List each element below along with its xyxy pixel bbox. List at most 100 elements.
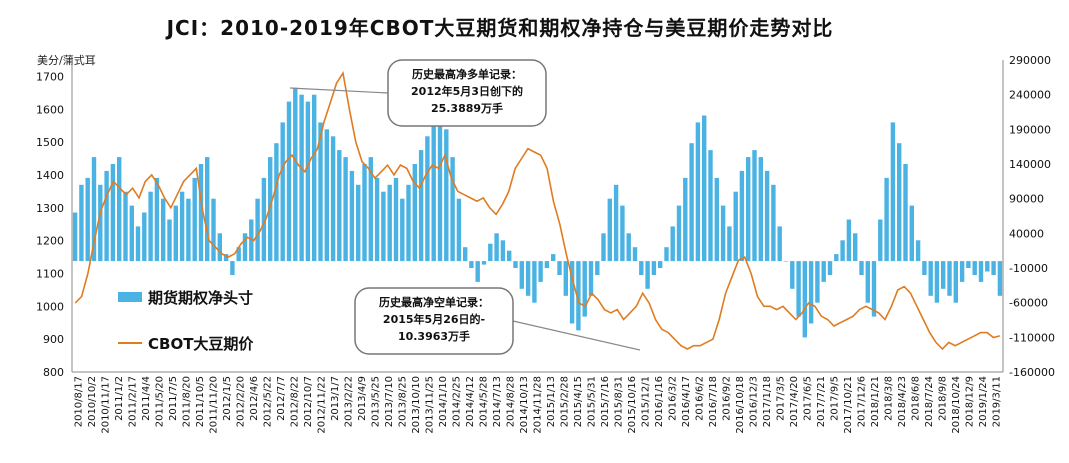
bar <box>299 94 304 262</box>
bar <box>544 261 550 268</box>
bar <box>211 198 216 262</box>
x-tick-label: 2017/9/5 <box>829 376 840 421</box>
bar <box>192 177 197 262</box>
legend-swatch-bars <box>118 292 142 302</box>
bar <box>639 261 644 275</box>
x-tick-label: 2018/9/8 <box>937 376 948 421</box>
x-tick-label: 2014/11/28 <box>533 376 544 434</box>
bar <box>815 261 820 303</box>
x-tick-label: 2010/11/17 <box>101 376 112 434</box>
bar <box>406 184 411 262</box>
y-left-tick-label: 1400 <box>36 169 64 182</box>
x-tick-label: 2013/5/25 <box>371 376 382 427</box>
bar <box>532 261 537 303</box>
bar <box>613 184 619 262</box>
bar <box>110 164 116 262</box>
x-tick-label: 2010/8/17 <box>74 376 85 427</box>
bar <box>142 212 147 261</box>
x-tick-label: 2012/7/7 <box>276 376 287 421</box>
x-tick-label: 2017/12/6 <box>856 376 867 427</box>
x-tick-label: 2013/8/25 <box>398 376 409 427</box>
bar <box>808 261 814 324</box>
bar <box>978 261 984 282</box>
bar <box>312 94 317 262</box>
y-right-tick-label: 290000 <box>1009 54 1051 67</box>
y-right-tick-label: 90000 <box>1009 193 1044 206</box>
callout-pointer <box>512 320 641 351</box>
bar <box>343 157 348 262</box>
bar <box>953 261 958 303</box>
x-tick-label: 2011/1/2 <box>114 376 125 421</box>
x-tick-label: 2017/4/20 <box>789 376 800 427</box>
bar <box>934 261 940 303</box>
y-left-tick-label: 1000 <box>36 300 64 313</box>
bar <box>374 177 380 262</box>
bar <box>733 191 738 261</box>
bar <box>249 219 254 262</box>
bar <box>255 198 260 262</box>
x-tick-label: 2018/7/24 <box>924 376 935 427</box>
legend-label-line: CBOT大豆期价 <box>148 335 254 353</box>
x-tick-label: 2017/6/5 <box>802 376 813 421</box>
x-tick-label: 2011/4/4 <box>141 376 152 421</box>
x-tick-label: 2013/11/25 <box>425 376 436 434</box>
bar <box>764 170 770 261</box>
bar <box>507 250 512 262</box>
bar <box>645 261 650 289</box>
bar <box>186 198 191 262</box>
bar <box>85 177 90 262</box>
y-right-tick-label: 240000 <box>1009 89 1051 102</box>
bar <box>588 261 594 296</box>
callout-box <box>387 59 547 127</box>
x-tick-label: 2013/1/7 <box>330 376 341 421</box>
x-tick-label: 2017/1/18 <box>762 376 773 427</box>
bar <box>330 136 336 262</box>
callout-text: 历史最高净多单记录： <box>412 67 522 81</box>
bar <box>205 157 210 262</box>
bar <box>903 164 908 262</box>
y-right-tick-label: 190000 <box>1009 123 1051 136</box>
x-tick-label: 2016/6/2 <box>694 376 705 421</box>
x-tick-label: 2016/7/18 <box>708 376 719 427</box>
x-tick-label: 2019/3/11 <box>991 376 1002 427</box>
bar <box>475 261 480 282</box>
x-tick-label: 2015/4/15 <box>573 376 584 427</box>
bar <box>268 157 273 262</box>
bar <box>563 261 568 296</box>
bar <box>91 157 97 262</box>
bar <box>941 261 946 289</box>
bar <box>129 205 134 262</box>
callout-text: 2012年5月3日创下的 <box>411 84 523 98</box>
x-tick-label: 2015/10/16 <box>627 376 638 434</box>
x-tick-label: 2014/1/10 <box>438 376 449 427</box>
bar <box>280 122 285 262</box>
bar <box>525 261 531 296</box>
bar <box>620 205 625 262</box>
bar <box>658 261 663 268</box>
bar <box>683 177 688 262</box>
x-tick-label: 2016/3/2 <box>667 376 678 421</box>
bar <box>871 261 877 317</box>
bar <box>708 150 713 261</box>
bar <box>746 157 751 262</box>
x-tick-label: 2011/8/20 <box>182 376 193 427</box>
bar <box>418 150 424 261</box>
bar <box>551 254 556 261</box>
y-left-tick-label: 800 <box>43 366 64 379</box>
x-tick-label: 2012/10/7 <box>303 376 314 427</box>
bar <box>98 184 103 262</box>
bar <box>595 261 600 275</box>
x-tick-label: 2015/7/16 <box>600 376 611 427</box>
bar <box>173 205 178 262</box>
bar <box>456 198 462 262</box>
x-tick-label: 2018/6/8 <box>910 376 921 421</box>
bar <box>519 261 524 289</box>
bar <box>425 136 430 262</box>
x-tick-label: 2015/5/31 <box>586 376 597 427</box>
x-tick-label: 2017/3/5 <box>775 376 786 421</box>
bar <box>569 261 575 324</box>
bar <box>771 184 776 262</box>
bar <box>689 143 694 262</box>
bar <box>488 243 493 261</box>
